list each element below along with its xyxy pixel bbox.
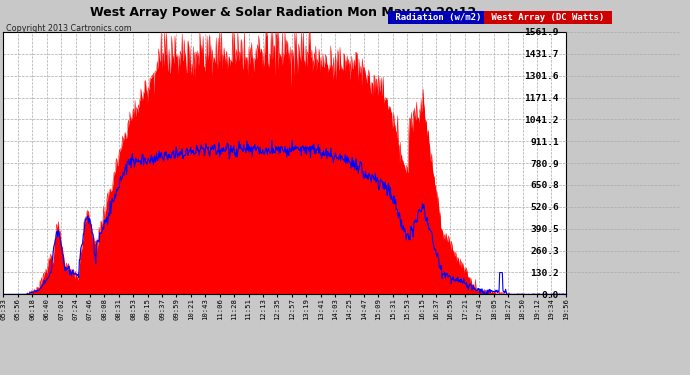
Text: Copyright 2013 Cartronics.com: Copyright 2013 Cartronics.com <box>6 24 131 33</box>
Text: West Array Power & Solar Radiation Mon May 20 20:12: West Array Power & Solar Radiation Mon M… <box>90 6 476 19</box>
Text: West Array (DC Watts): West Array (DC Watts) <box>486 13 610 22</box>
Text: Radiation (w/m2): Radiation (w/m2) <box>390 13 486 22</box>
